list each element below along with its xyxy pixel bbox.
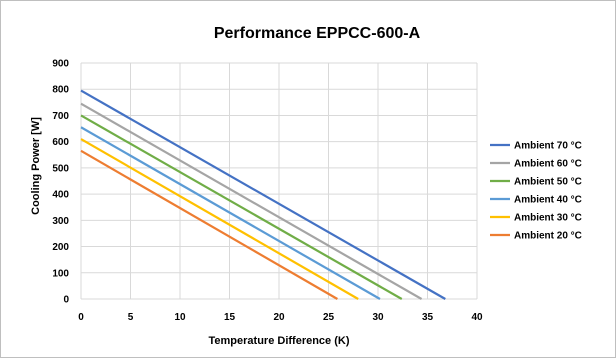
legend: Ambient 70 °C Ambient 60 °C Ambient 50 °C A… xyxy=(490,141,582,242)
x-tick-label: 40 xyxy=(471,312,483,323)
y-tick-label: 100 xyxy=(52,268,69,279)
legend-label: Ambient 70 °C xyxy=(514,141,582,152)
series-line-1 xyxy=(80,89,446,300)
y-tick-label: 200 xyxy=(52,242,69,253)
series-line-5 xyxy=(80,138,359,300)
series-line-3 xyxy=(80,114,403,300)
y-axis-ticks: 0 100 200 300 400 500 600 700 800 900 xyxy=(52,59,69,306)
legend-item: Ambient 60 °C xyxy=(490,159,582,170)
legend-label: Ambient 20 °C xyxy=(514,231,582,242)
legend-item: Ambient 30 °C xyxy=(490,213,582,224)
legend-item: Ambient 40 °C xyxy=(490,195,582,206)
x-tick-label: 0 xyxy=(78,312,84,323)
x-tick-label: 5 xyxy=(128,312,134,323)
y-tick-label: 400 xyxy=(52,190,69,201)
legend-label: Ambient 60 °C xyxy=(514,159,582,170)
series-line-6 xyxy=(80,149,338,300)
legend-label: Ambient 40 °C xyxy=(514,195,582,206)
x-tick-label: 30 xyxy=(372,312,384,323)
x-axis-title: Temperature Difference (K) xyxy=(209,335,350,347)
x-tick-label: 10 xyxy=(174,312,186,323)
y-tick-label: 300 xyxy=(52,216,69,227)
series-line-2 xyxy=(80,102,423,300)
y-tick-label: 900 xyxy=(52,59,69,70)
y-tick-label: 700 xyxy=(52,111,69,122)
plot-grid xyxy=(80,62,478,300)
y-tick-label: 0 xyxy=(63,295,69,306)
y-tick-label: 500 xyxy=(52,163,69,174)
legend-item: Ambient 70 °C xyxy=(490,141,582,152)
legend-label: Ambient 30 °C xyxy=(514,213,582,224)
legend-item: Ambient 20 °C xyxy=(490,231,582,242)
x-tick-label: 35 xyxy=(422,312,434,323)
x-axis-ticks: 0 5 10 15 20 25 30 35 40 xyxy=(78,312,483,323)
y-axis-title: Cooling Power [W] xyxy=(30,117,42,215)
legend-item: Ambient 50 °C xyxy=(490,177,582,188)
x-tick-label: 25 xyxy=(323,312,335,323)
legend-label: Ambient 50 °C xyxy=(514,177,582,188)
series-line-4 xyxy=(80,126,381,300)
x-tick-label: 20 xyxy=(273,312,285,323)
y-tick-label: 600 xyxy=(52,137,69,148)
series-lines xyxy=(80,89,446,300)
y-tick-label: 800 xyxy=(52,85,69,96)
chart-title: Performance EPPCC-600-A xyxy=(214,25,421,42)
x-tick-label: 15 xyxy=(224,312,236,323)
